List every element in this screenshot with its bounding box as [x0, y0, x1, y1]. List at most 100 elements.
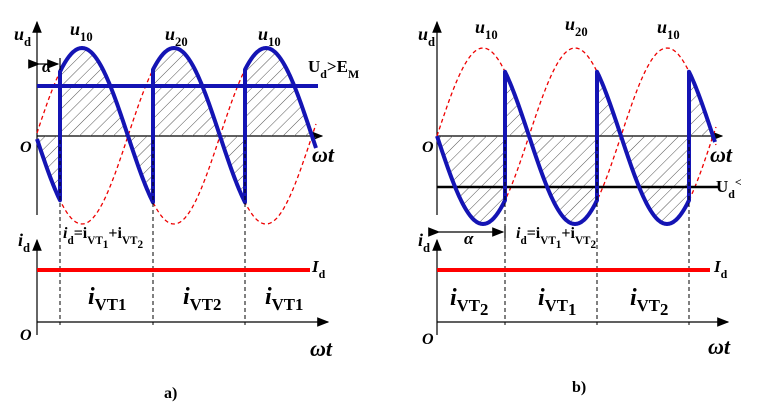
- panel-caption: b): [572, 379, 586, 396]
- current-sum-label-part: 1: [103, 239, 109, 251]
- id-label-part: d: [423, 241, 430, 255]
- current-sum-label-part: 2: [138, 239, 144, 251]
- Id-label-part: I: [713, 257, 722, 276]
- emf-label-part: <: [735, 175, 742, 189]
- id-label-part: i: [18, 230, 23, 250]
- origin-label: O: [422, 331, 434, 348]
- emf-label-part: U: [308, 57, 320, 76]
- ud-label: ud: [14, 24, 31, 49]
- thyristor-current-label-part: i: [630, 285, 637, 311]
- emf-label-part: U: [716, 177, 728, 196]
- thyristor-current-label: iVT2: [183, 284, 221, 314]
- id-label-part: i: [418, 230, 423, 250]
- curve-label-part: u: [475, 17, 485, 37]
- thyristor-current-label-part: i: [450, 285, 457, 311]
- hatched-area: [37, 48, 316, 203]
- thyristor-current-label-part: VT: [637, 296, 660, 315]
- thyristor-current-label-part: 1: [568, 300, 576, 319]
- thyristor-current-label-part: i: [183, 284, 190, 310]
- alpha-label: α: [464, 229, 474, 248]
- thyristor-current-label-part: 2: [480, 300, 488, 319]
- Id-label-part: I: [311, 257, 320, 276]
- current-sum-label-part: VT: [122, 235, 138, 247]
- thyristor-current-label: iVT1: [88, 284, 126, 314]
- thyristor-current-label-part: VT: [95, 295, 118, 314]
- phase-curve: [36, 47, 317, 225]
- Id-label-part: d: [721, 267, 728, 281]
- curve-label: u10: [70, 19, 93, 44]
- current-sum-label-part: VT: [540, 235, 556, 247]
- ud-label-part: u: [418, 24, 428, 44]
- id-label: id: [18, 230, 30, 255]
- thyristor-current-label-part: VT: [545, 296, 568, 315]
- origin-label: O: [20, 327, 32, 344]
- emf-label-part: d: [728, 187, 735, 201]
- thyristor-current-label-part: VT: [457, 296, 480, 315]
- origin-label: O: [422, 139, 434, 156]
- current-sum-label-part: VT: [575, 235, 591, 247]
- Id-label-part: d: [319, 267, 326, 281]
- curve-label: u10: [657, 17, 680, 42]
- wt-label: ωt: [312, 142, 335, 167]
- curve-label-part: u: [657, 17, 667, 37]
- thyristor-current-label-part: 1: [295, 295, 303, 314]
- curve-label-part: 10: [485, 28, 498, 42]
- current-sum-label-part: VT: [87, 235, 103, 247]
- thyristor-current-label: iVT1: [538, 285, 576, 319]
- thyristor-current-label: iVT1: [265, 284, 303, 314]
- current-sum-label-part: 2: [591, 239, 597, 251]
- id-label: id: [418, 230, 430, 255]
- thyristor-current-label-part: i: [265, 284, 272, 310]
- hatched-area: [437, 71, 715, 224]
- current-sum-label-part: i: [516, 225, 521, 242]
- current-sum-label: id=iVT1+iVT2: [63, 225, 144, 251]
- thyristor-current-label: iVT2: [450, 285, 488, 319]
- curve-label-part: u: [70, 19, 80, 39]
- origin-label: O: [20, 139, 32, 156]
- curve-label: u10: [475, 17, 498, 42]
- ud-waveform: [435, 69, 717, 226]
- alpha-label: α: [42, 57, 52, 76]
- wt-label: ωt: [708, 334, 731, 359]
- emf-label: Ud<: [716, 175, 742, 201]
- thyristor-current-label-part: VT: [272, 295, 295, 314]
- curve-label-part: 10: [667, 28, 680, 42]
- thyristor-current-label-part: VT: [190, 295, 213, 314]
- curve-label-part: u: [258, 24, 268, 44]
- current-sum-label-part: +i: [108, 225, 122, 242]
- current-sum-label: id=iVT1+iVT2: [516, 225, 597, 251]
- thyristor-current-label: iVT2: [630, 285, 668, 319]
- emf-label-part: M: [348, 67, 359, 81]
- current-sum-label-part: i: [63, 225, 68, 242]
- thyristor-current-label-part: 2: [213, 295, 221, 314]
- emf-label: Ud>EM: [308, 57, 359, 81]
- current-sum-label-part: =i: [74, 225, 88, 242]
- ud-label-part: u: [14, 24, 24, 44]
- curve-label-part: u: [165, 24, 175, 44]
- current-sum-label-part: 1: [556, 239, 562, 251]
- curve-label: u10: [258, 24, 281, 49]
- current-sum-label-part: d: [67, 235, 74, 247]
- panel-caption: a): [164, 385, 177, 402]
- curve-label: u20: [165, 24, 188, 49]
- curve-label-part: 20: [175, 35, 188, 49]
- curve-label-part: 10: [80, 30, 93, 44]
- thyristor-current-label-part: i: [88, 284, 95, 310]
- thyristor-current-label-part: 2: [660, 300, 668, 319]
- curve-label-part: u: [565, 14, 575, 34]
- ud-label-part: d: [24, 35, 31, 49]
- thyristor-current-label-part: 1: [118, 295, 126, 314]
- ud-label: ud: [418, 24, 435, 49]
- ud-waveform: [35, 46, 318, 205]
- current-sum-label-part: =i: [527, 225, 541, 242]
- current-sum-label-part: d: [520, 235, 527, 247]
- wt-label: ωt: [710, 142, 733, 167]
- emf-label-part: >E: [327, 57, 348, 76]
- emf-label-part: d: [320, 67, 327, 81]
- wt-label: ωt: [310, 336, 333, 361]
- Id-label: Id: [311, 257, 326, 281]
- id-label-part: d: [23, 241, 30, 255]
- current-sum-label-part: +i: [561, 225, 575, 242]
